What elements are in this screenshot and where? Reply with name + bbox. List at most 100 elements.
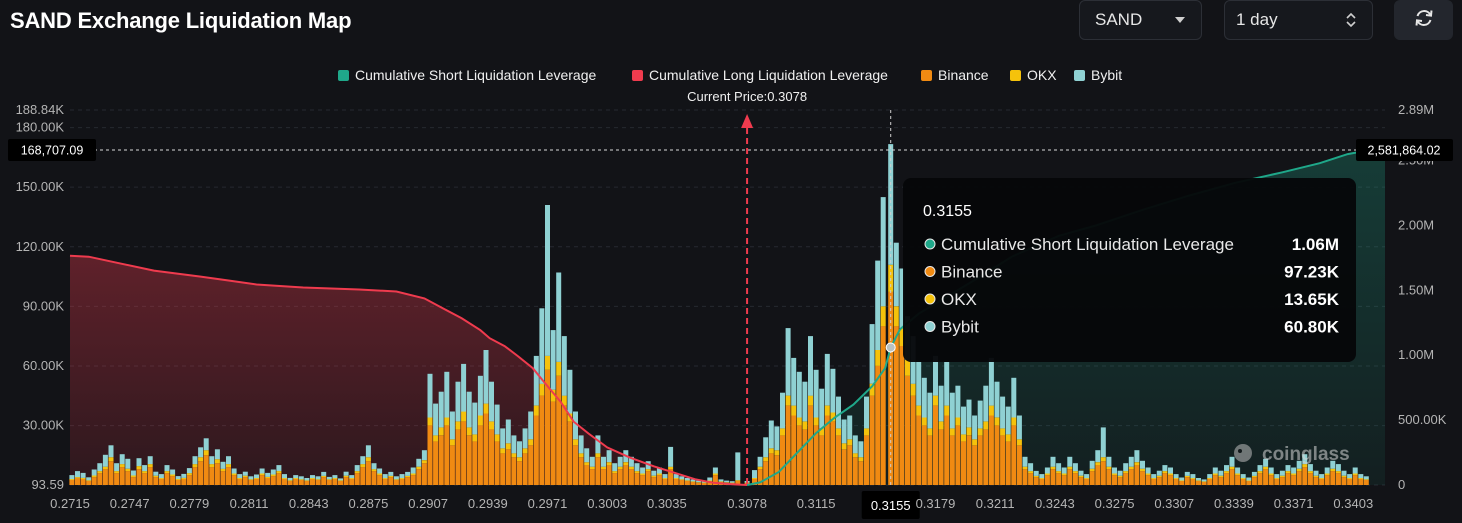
legend-item-okx[interactable]: OKX [1010,67,1057,83]
bar-okx [864,428,869,436]
bar-binance [880,326,886,485]
bar-binance [864,435,869,485]
bar-okx [265,476,271,479]
bar-binance [813,425,819,485]
refresh-button[interactable] [1394,0,1453,40]
bar-bybit [1173,474,1179,479]
bar-bybit [494,404,500,435]
bar-binance [1100,461,1106,485]
bar-binance [500,453,506,485]
x-axis-tick: 0.3403 [1333,496,1373,511]
bar-binance [1179,481,1185,485]
bar-bybit [933,355,938,396]
bar-okx [977,428,983,436]
legend-item-short[interactable]: Cumulative Short Liquidation Leverage [338,67,596,83]
bar-binance [927,435,933,485]
bar-binance [147,467,153,485]
bar-bybit [75,471,80,478]
bar-binance [282,479,287,485]
bar-binance [91,477,97,485]
bar-okx [1106,466,1112,470]
bar-bybit [265,472,271,477]
bar-binance [561,405,567,485]
bar-binance [371,471,377,485]
bar-bybit [1078,470,1084,476]
bar-okx [360,464,366,468]
bar-bybit [119,454,125,465]
bar-binance [735,481,741,485]
bar-binance [1307,473,1313,485]
bar-bybit [433,403,439,436]
bar-bybit [718,479,724,482]
bar-binance [1061,475,1067,485]
bar-bybit [864,396,869,429]
bar-bybit [1072,463,1078,472]
bar-binance [1212,475,1218,485]
bar-bybit [338,478,343,481]
chart-legend[interactable]: Cumulative Short Liquidation Leverage Cum… [338,67,1122,83]
bar-bybit [522,428,528,449]
bar-okx [142,471,148,474]
x-axis-tick: 0.2875 [349,496,389,511]
bar-bybit [416,458,422,467]
bar-binance [819,435,825,485]
bar-bybit [293,475,299,479]
bar-okx [349,478,355,479]
time-range-value: 1 day [1236,10,1278,29]
bar-okx [1095,462,1101,466]
bar-okx [147,464,153,468]
time-range-select[interactable]: 1 day [1224,0,1373,40]
bar-okx [1011,417,1017,426]
bar-binance [938,429,944,485]
bar-okx [830,412,836,422]
bar-bybit [231,468,237,474]
bar-binance [1335,473,1341,485]
bar-okx [768,448,774,454]
bar-okx [1268,473,1274,476]
legend-item-binance[interactable]: Binance [921,67,989,83]
bar-bybit [785,328,791,396]
bar-okx [1016,439,1022,446]
bar-binance [1207,479,1213,485]
bar-bybit [298,476,304,480]
x-axis-tick: 0.3035 [647,496,687,511]
bar-bybit [349,475,355,479]
bar-binance [1358,479,1364,485]
bar-okx [282,478,287,479]
bar-okx [707,480,713,481]
bar-bybit [108,445,114,458]
bar-okx [701,482,707,484]
bar-binance [791,415,797,485]
bar-okx [899,328,905,346]
legend-item-bybit[interactable]: Bybit [1074,67,1122,83]
bar-binance [130,477,136,485]
bar-bybit [158,474,164,479]
bar-binance [824,415,830,485]
bar-bybit [528,411,534,440]
bar-okx [1123,471,1129,474]
bar-bybit [977,400,983,429]
bar-okx [1173,478,1179,479]
bar-bybit [1168,467,1173,474]
bar-binance [899,346,905,485]
bar-okx [1207,478,1213,479]
bar-okx [130,475,136,478]
bar-binance [1173,479,1179,485]
bar-bybit [808,336,813,396]
left-axis-tick: 188.84K [16,102,65,117]
bar-okx [237,478,243,479]
bar-okx [75,477,80,479]
bar-bybit [847,415,853,440]
bar-bybit [91,469,97,476]
bar-binance [1190,479,1196,485]
bar-binance [645,471,651,485]
bar-okx [1179,480,1185,481]
bar-binance [830,421,836,485]
bar-okx [875,350,881,366]
coin-select[interactable]: SAND [1079,0,1202,40]
bar-bybit [147,456,153,465]
bar-okx [757,466,763,470]
bar-bybit [1106,456,1112,467]
legend-item-long[interactable]: Cumulative Long Liquidation Leverage [632,67,888,83]
